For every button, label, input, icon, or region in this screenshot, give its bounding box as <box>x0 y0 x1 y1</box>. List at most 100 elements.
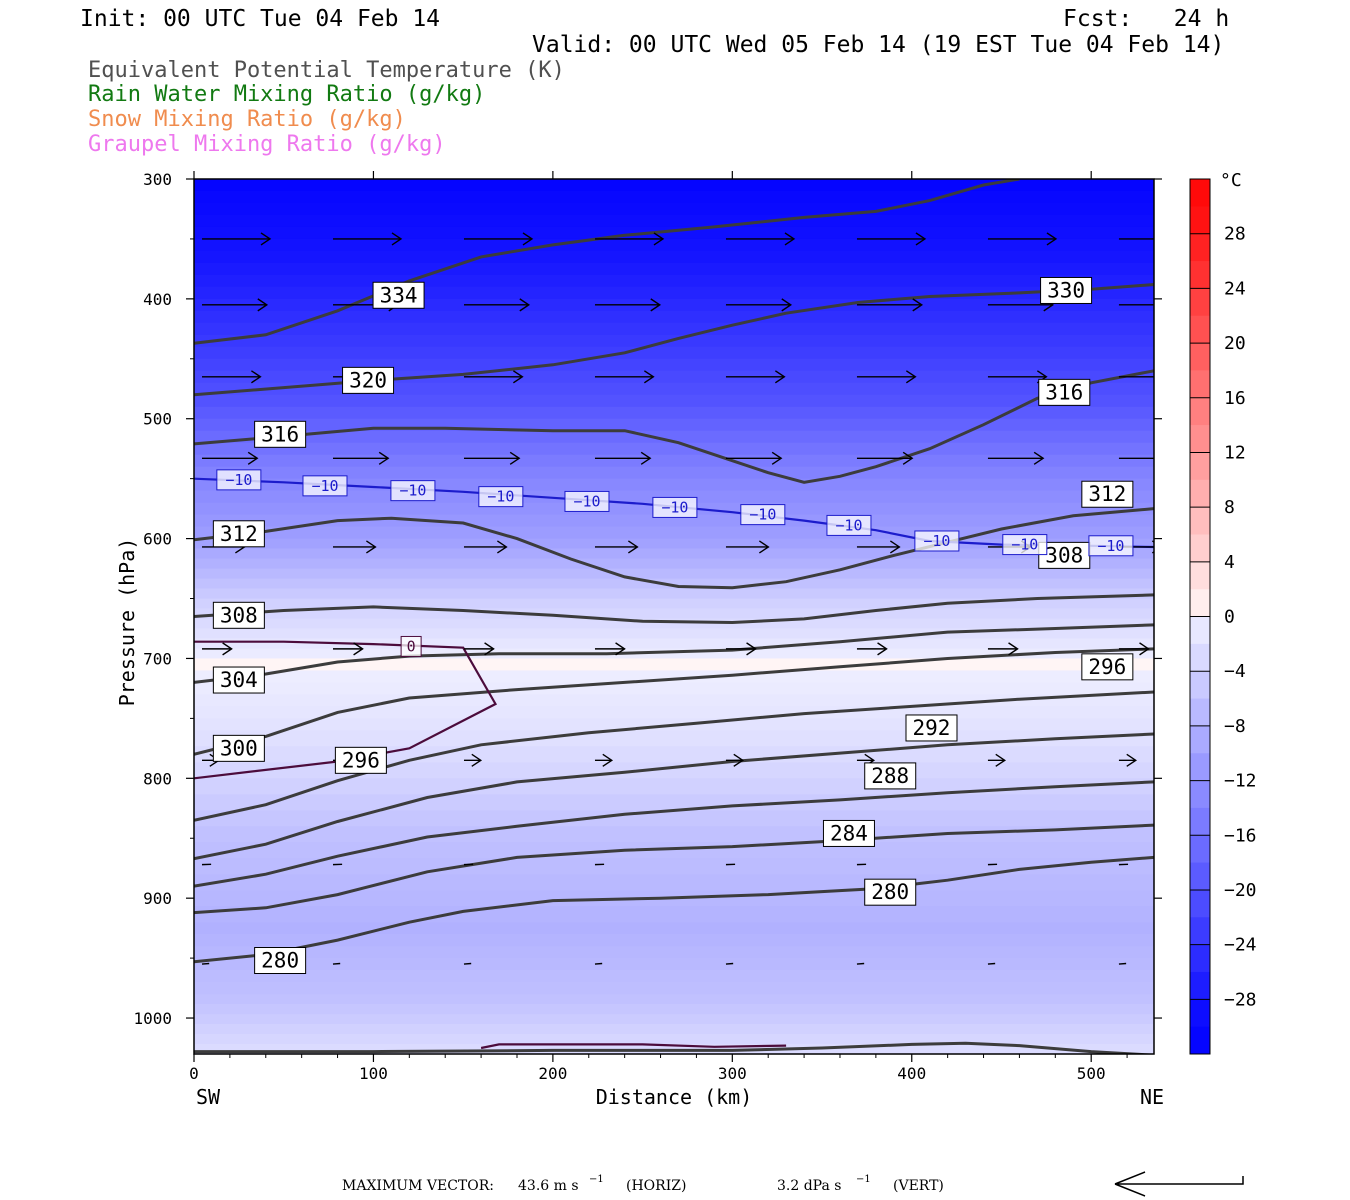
wind-vector <box>856 370 917 384</box>
wind-vector <box>463 642 495 656</box>
isotherm-label-minus10: −10 <box>390 480 436 502</box>
wind-vector <box>202 298 269 312</box>
shade-band <box>194 526 1154 540</box>
isotherm-label-text: 0 <box>407 637 416 655</box>
colorbar-segment <box>1190 452 1210 481</box>
theta-e-contour-304 <box>194 647 1154 756</box>
field-label-theta-e: Equivalent Potential Temperature (K) <box>88 58 565 83</box>
wind-vector-head <box>902 451 914 465</box>
isotherm-label-text: −10 <box>225 471 252 489</box>
wind-vector <box>332 962 341 965</box>
wind-vector <box>725 298 793 312</box>
shade-band <box>194 694 1154 708</box>
theta-e-label-296: 296 <box>334 746 387 774</box>
wind-vector <box>594 540 639 554</box>
wind-vector-head <box>627 540 639 554</box>
colorbar-segment <box>1190 780 1210 809</box>
wind-vector <box>987 451 1045 465</box>
theta-e-label-box <box>212 520 265 548</box>
wind-vector <box>1118 304 1154 306</box>
theta-e-label-316: 316 <box>1038 378 1091 406</box>
wind-vector <box>332 232 403 246</box>
shade-band <box>194 588 1154 600</box>
theta-e-label-280: 280 <box>864 878 917 906</box>
isotherm-labels: −10 −10 −10 −10 −10 −10 −10 −10 −10 −10 −10 0 <box>216 469 1134 657</box>
colorbar-segment <box>1190 179 1210 207</box>
wind-vector-head <box>640 451 652 465</box>
theta-e-contour-300 <box>194 690 1154 822</box>
isotherm-label-box <box>740 504 786 526</box>
colorbar-unit: °C <box>1220 170 1242 191</box>
shade-band <box>194 648 1154 660</box>
temperature-colorbar: 28 24 20 16 12 8 4 0 −4 −8 −12 −16 −20 −24 −28 <box>1189 178 1257 1055</box>
wind-vector <box>463 962 472 965</box>
wind-vector <box>594 232 665 246</box>
theta-e-label-text: 280 <box>261 949 299 973</box>
colorbar-tick-label: −24 <box>1224 935 1257 956</box>
x-tick-label: 400 <box>897 1064 926 1083</box>
isotherm-label-box <box>1002 534 1048 556</box>
isotherm-label-box <box>478 486 524 508</box>
theta-e-label-text: 284 <box>830 821 868 845</box>
wind-vector-head <box>378 451 390 465</box>
theta-e-label-292: 292 <box>905 714 958 742</box>
isotherm-label-text: −10 <box>573 492 600 510</box>
isotherm-label-box <box>652 496 698 518</box>
theta-e-label-box <box>254 947 307 975</box>
wind-vector <box>1118 962 1127 965</box>
wind-vector-head <box>247 451 259 465</box>
isotherm-label-box <box>914 530 960 552</box>
isotherm-label-minus10: −10 <box>1088 535 1134 557</box>
wind-vector <box>463 298 531 312</box>
theta-e-label-320: 320 <box>342 366 395 394</box>
isotherm--10 <box>194 477 1154 549</box>
y-axis: 300 400 500 600 700 800 900 1000 <box>133 170 1162 1028</box>
x-axis-right-end-label: NE <box>1140 1085 1164 1109</box>
wind-vector <box>856 451 914 465</box>
theta-e-label-308: 308 <box>1038 541 1091 569</box>
shade-band <box>194 538 1154 550</box>
plot-frame <box>193 178 1155 1055</box>
max-horiz-unit: (HORIZ) <box>626 1178 686 1194</box>
wind-vector <box>1118 452 1174 464</box>
shade-band <box>194 958 1154 972</box>
isotherm-label-text: −10 <box>399 482 426 500</box>
theta-e-label-280: 280 <box>254 947 307 975</box>
wind-vector-head <box>496 540 508 554</box>
max-horiz-value: 43.6 m s <box>518 1178 579 1194</box>
shade-band <box>194 418 1154 432</box>
wind-vector <box>463 540 508 554</box>
colorbar-tick-label: 12 <box>1224 442 1246 463</box>
shade-band <box>194 1014 1154 1026</box>
wind-vector-head <box>1165 452 1174 464</box>
colorbar-segment <box>1190 479 1210 508</box>
colorbar-segment <box>1190 534 1210 563</box>
isotherm-label-box <box>390 480 436 502</box>
theta-e-contour-292 <box>194 780 1154 888</box>
colorbar-segment <box>1190 233 1210 262</box>
wind-vector-shaft <box>594 962 603 965</box>
theta-e-label-text: 308 <box>220 603 258 627</box>
shade-band <box>194 310 1154 324</box>
isotherm-label-text: −10 <box>835 516 862 534</box>
wind-vector-shaft <box>856 962 865 965</box>
wind-vectors <box>201 232 1177 965</box>
wind-vector <box>463 370 524 384</box>
colorbar-tick-label: 16 <box>1224 388 1246 409</box>
theta-e-contour-308 <box>194 623 1154 684</box>
shade-band <box>194 934 1154 948</box>
colorbar-segment <box>1190 343 1210 371</box>
shade-band <box>194 322 1154 336</box>
isotherm-label-text: −10 <box>1097 537 1124 555</box>
colorbar-segment <box>1190 971 1210 1000</box>
shade-band <box>194 346 1154 360</box>
wind-vector-head <box>615 642 626 656</box>
wind-vector-head <box>1168 371 1177 383</box>
theta-e-contour-320 <box>194 369 1154 484</box>
shade-band <box>194 358 1154 372</box>
shade-band <box>194 394 1154 408</box>
wind-vector <box>725 642 757 656</box>
theta-e-label-text: 296 <box>342 748 380 772</box>
wind-vector <box>987 753 1007 767</box>
isotherm-label-minus10: −10 <box>216 469 262 491</box>
